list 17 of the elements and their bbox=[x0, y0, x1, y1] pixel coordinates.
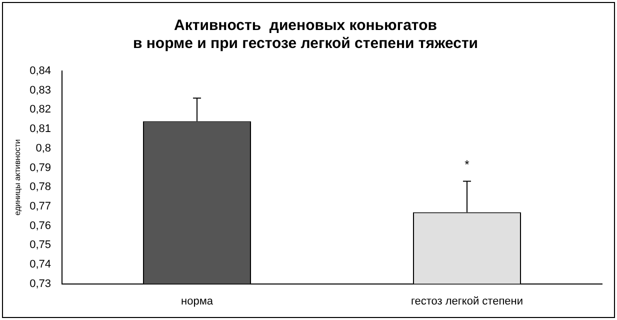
x-tick-label: гестоз легкой степени bbox=[410, 295, 524, 308]
y-tick-label: 0,83 bbox=[30, 84, 52, 96]
chart-title: Активность диеновых коньюгатов в норме и при гестозе легкой степени тяжести bbox=[132, 17, 478, 52]
y-tick-label: 0,73 bbox=[30, 278, 52, 290]
y-tick-label: 0,74 bbox=[30, 258, 52, 270]
annotation: * bbox=[464, 158, 470, 172]
y-tick-label: 0,75 bbox=[30, 239, 52, 252]
y-axis-title: единицы активности bbox=[13, 139, 22, 216]
x-tick-label: норма bbox=[181, 295, 214, 308]
y-tick-label: 0,77 bbox=[30, 200, 52, 212]
y-tick-label: 0,82 bbox=[30, 104, 52, 116]
y-tick-label: 0,78 bbox=[30, 181, 52, 194]
y-tick-label: 0,79 bbox=[30, 162, 52, 174]
y-tick-label: 0,84 bbox=[30, 65, 52, 78]
y-tick-label: 0,8 bbox=[36, 142, 52, 154]
y-tick-label: 0,76 bbox=[30, 220, 52, 232]
y-tick-label: 0,81 bbox=[30, 123, 52, 136]
